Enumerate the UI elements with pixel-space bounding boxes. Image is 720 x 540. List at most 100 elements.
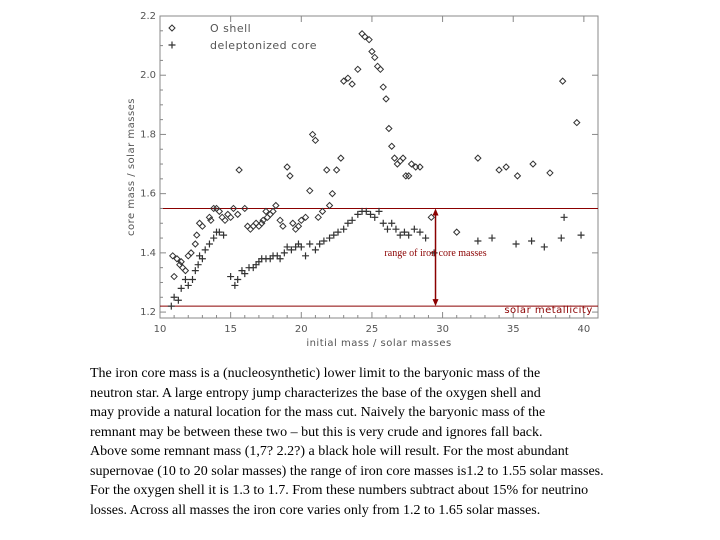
o-shell-point [382,95,390,103]
o-shell-point [513,172,522,180]
x-tick-label: 20 [295,324,308,335]
o-shell-point [314,213,322,222]
o-shell-point [339,77,348,85]
deleptonized-core-point [188,276,196,284]
legend-plus-marker [168,41,176,49]
deleptonized-core-point [362,207,370,215]
caption-line: losses. Across all masses the iron core … [90,502,541,518]
o-shell-point [474,154,482,162]
o-shell-point [402,172,410,180]
x-tick-label: 40 [578,324,591,335]
o-shell-point [427,213,435,222]
o-shell-point [361,33,369,41]
deleptonized-core-point [191,267,199,275]
o-shell-point [546,169,554,177]
y-tick-label: 1.4 [140,248,156,259]
o-shell-point [388,142,396,150]
chart-annotations: range of iron core masses solar metallici… [384,208,592,316]
deleptonized-core-point [170,293,178,301]
o-shell-point [354,65,362,74]
o-shell-point [169,252,177,260]
arrow-head-down [432,299,439,307]
o-shell-point [181,266,190,275]
o-shell-point [205,213,214,222]
iron-core-range-label: range of iron core masses [384,248,486,259]
deleptonized-core-point [205,240,213,248]
deleptonized-core-point [379,219,387,227]
o-shell-point [495,166,503,174]
o-shell-point [198,222,207,230]
o-shell-point [235,166,243,174]
y-tick-label: 1.2 [140,307,156,318]
deleptonized-core-point [311,246,319,254]
deleptonized-core-point [174,296,182,304]
o-shell-point [348,80,356,88]
x-tick-label: 10 [154,324,167,335]
chart-marks [167,30,585,310]
deleptonized-core-point [375,207,383,215]
o-shell-point [234,210,242,219]
o-shell-point [170,272,178,281]
o-shell-point [371,53,379,62]
o-shell-point [226,213,235,222]
o-shell-point [529,160,537,168]
deleptonized-core-point [528,237,536,245]
y-tick-label: 2.0 [140,70,156,81]
legend-diamond-marker [168,24,176,32]
o-shell-point [318,207,327,216]
o-shell-point [407,160,416,168]
deleptonized-core-point [201,246,209,254]
caption-line: neutron star. A large entropy jump chara… [90,385,541,401]
deleptonized-core-point [231,281,239,289]
deleptonized-core-point [400,228,408,236]
deleptonized-core-point [430,249,438,257]
deleptonized-core-point [181,276,189,284]
deleptonized-core-point [215,228,223,236]
deleptonized-core-point [410,225,418,233]
o-shell-point [453,228,461,236]
caption-line: The iron core mass is a (nucleosynthetic… [90,366,541,381]
o-shell-point [221,216,229,225]
caption-text: The iron core mass is a (nucleosynthetic… [90,364,700,520]
deleptonized-core-point [198,255,206,263]
caption-line: supernovae (10 to 20 solar masses) the r… [90,463,604,479]
legend-label: deleptonized core [210,39,317,52]
deleptonized-core-point [184,281,192,289]
o-shell-point [286,172,294,180]
o-shell-point [191,240,200,248]
deleptonized-core-point [287,246,295,254]
o-shell-point [311,136,320,145]
o-shell-point [416,163,424,171]
o-shell-point [289,219,297,227]
arrow-head-up [432,208,439,216]
o-shell-point [276,216,284,225]
o-shell-point [269,207,277,216]
deleptonized-core-point [388,219,396,227]
chart-legend: O shell deleptonized core [168,22,317,52]
o-shell-point [301,213,310,222]
deleptonized-core-point [177,284,185,292]
o-shell-point [209,204,218,213]
legend-label: O shell [210,22,251,35]
caption-line: remnant may be between these two – but t… [90,424,543,440]
o-shell-point [365,35,373,44]
deleptonized-core-point [227,273,235,281]
x-axis-label: initial mass / solar masses [306,338,451,349]
o-shell-point [368,47,376,56]
o-shell-point [337,154,345,162]
x-tick-label: 35 [507,324,520,335]
o-shell-point [502,163,510,171]
deleptonized-core-point [283,243,291,251]
y-axis-label: core mass / solar masses [126,98,137,236]
caption-line: Above some remnant mass (1,7? 2.2?) a bl… [90,444,569,459]
caption-line: For the oxygen shell it is 1.3 to 1.7. F… [90,483,589,498]
o-shell-point [344,74,352,82]
deleptonized-core-point [297,243,305,251]
deleptonized-core-point [367,210,375,218]
deleptonized-core-point [577,231,585,239]
deleptonized-core-point [340,225,348,233]
deleptonized-core-point [348,216,356,224]
o-shell-point [193,231,201,239]
deleptonized-core-point [326,234,334,242]
deleptonized-core-point [422,234,430,242]
